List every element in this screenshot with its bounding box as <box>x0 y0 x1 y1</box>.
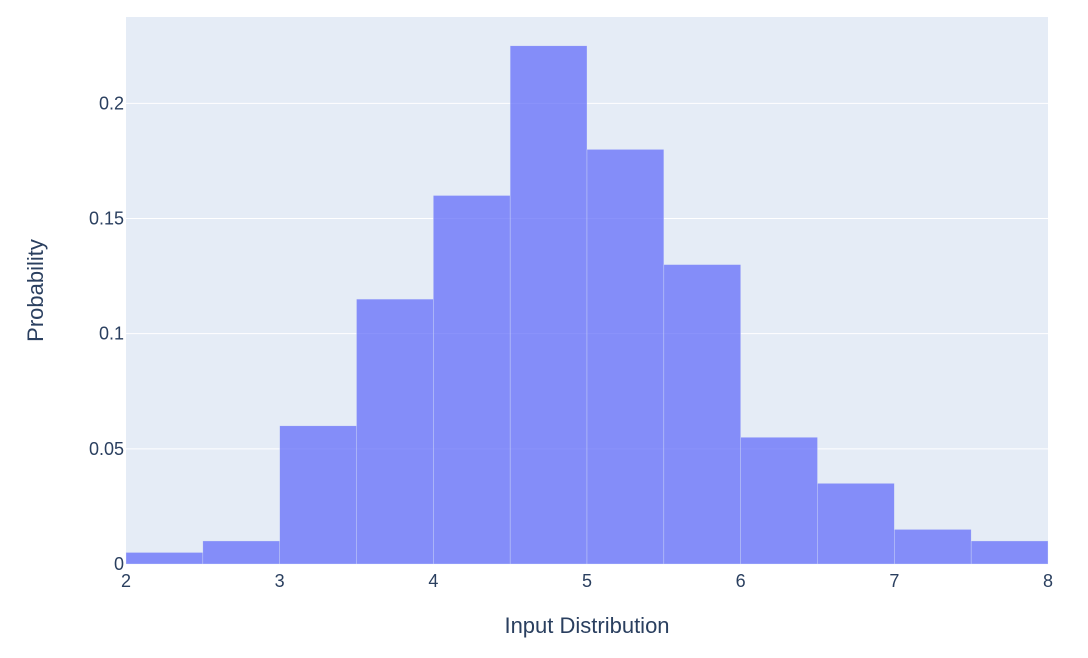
y-tick-label: 0.2 <box>99 93 124 113</box>
histogram-bar <box>740 437 818 565</box>
bars <box>125 45 1049 565</box>
y-tick-label: 0.15 <box>89 209 124 229</box>
histogram-bar <box>586 149 665 565</box>
histogram-bar <box>663 264 741 565</box>
y-tick-label: 0.1 <box>99 324 124 344</box>
y-tick-label: 0 <box>114 554 124 574</box>
y-axis-ticks: 0 0.05 0.1 0.15 0.2 <box>89 93 124 574</box>
histogram-bar <box>817 483 895 565</box>
x-tick-label: 5 <box>582 571 592 591</box>
y-tick-label: 0.05 <box>89 439 124 459</box>
x-axis-ticks: 2 3 4 5 6 7 8 <box>121 571 1053 591</box>
y-axis-title: Probability <box>23 239 48 342</box>
histogram-bar <box>433 195 511 565</box>
histogram-bar <box>202 540 280 565</box>
x-tick-label: 3 <box>275 571 285 591</box>
histogram-bar <box>125 552 204 565</box>
histogram-bar <box>970 540 1049 565</box>
x-tick-label: 2 <box>121 571 131 591</box>
x-tick-label: 4 <box>428 571 438 591</box>
histogram-bar <box>509 45 588 565</box>
histogram-bar <box>356 298 434 565</box>
x-tick-label: 6 <box>736 571 746 591</box>
x-tick-label: 8 <box>1043 571 1053 591</box>
histogram-bar <box>894 529 972 565</box>
x-tick-label: 7 <box>889 571 899 591</box>
x-axis-title: Input Distribution <box>504 613 669 638</box>
histogram-bar <box>279 425 357 565</box>
